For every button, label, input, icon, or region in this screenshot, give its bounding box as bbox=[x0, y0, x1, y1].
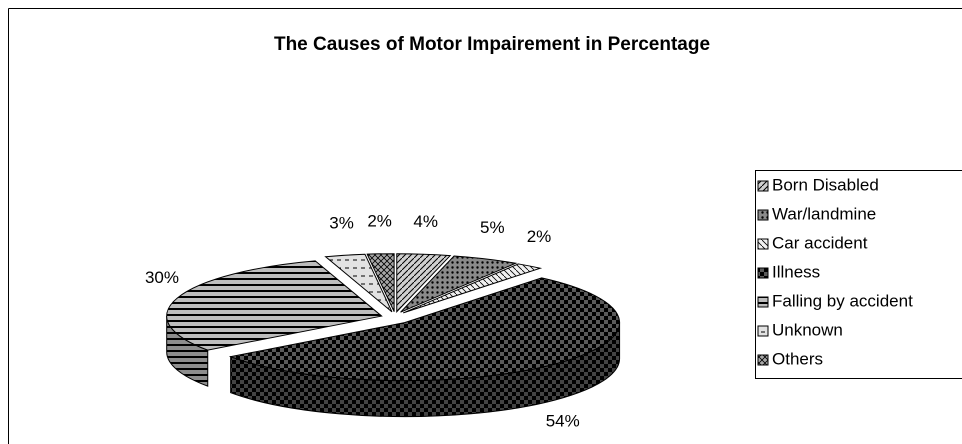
slice-pattern bbox=[230, 277, 620, 381]
slice-side-pattern bbox=[230, 322, 620, 417]
legend-label: Illness bbox=[772, 262, 820, 281]
legend-swatch-pattern bbox=[758, 297, 768, 307]
slice-pattern bbox=[400, 256, 516, 313]
data-label: 5% bbox=[480, 218, 505, 237]
legend-box bbox=[755, 170, 962, 379]
legend-label: Born Disabled bbox=[772, 175, 879, 194]
slice-side-shade bbox=[230, 322, 620, 417]
slice-pattern bbox=[403, 263, 541, 313]
slice-pattern bbox=[325, 254, 392, 312]
slice-pattern bbox=[166, 260, 382, 351]
slice-side-pattern bbox=[166, 316, 208, 387]
legend-swatch-pattern bbox=[758, 181, 768, 191]
data-label: 2% bbox=[367, 212, 392, 231]
chart-title: The Causes of Motor Impairement in Perce… bbox=[274, 34, 710, 55]
legend-label: Others bbox=[772, 349, 823, 368]
legend-swatch-pattern bbox=[758, 326, 768, 336]
data-label: 2% bbox=[527, 227, 552, 246]
slice-side-shade bbox=[166, 316, 208, 387]
legend-swatch-pattern bbox=[758, 210, 768, 220]
legend-swatch-pattern bbox=[758, 239, 768, 249]
legend-swatch-pattern bbox=[758, 268, 768, 278]
slice-pattern bbox=[367, 253, 395, 312]
legend-swatch-pattern bbox=[758, 355, 768, 365]
legend-label: Unknown bbox=[772, 320, 843, 339]
data-label: 4% bbox=[413, 212, 438, 231]
legend-label: Car accident bbox=[772, 233, 868, 252]
data-label: 30% bbox=[145, 268, 179, 287]
legend-label: War/landmine bbox=[772, 204, 876, 223]
data-label: 54% bbox=[546, 411, 580, 430]
data-label: 3% bbox=[329, 213, 354, 232]
legend-label: Falling by accident bbox=[772, 291, 913, 310]
slice-pattern bbox=[396, 253, 451, 312]
